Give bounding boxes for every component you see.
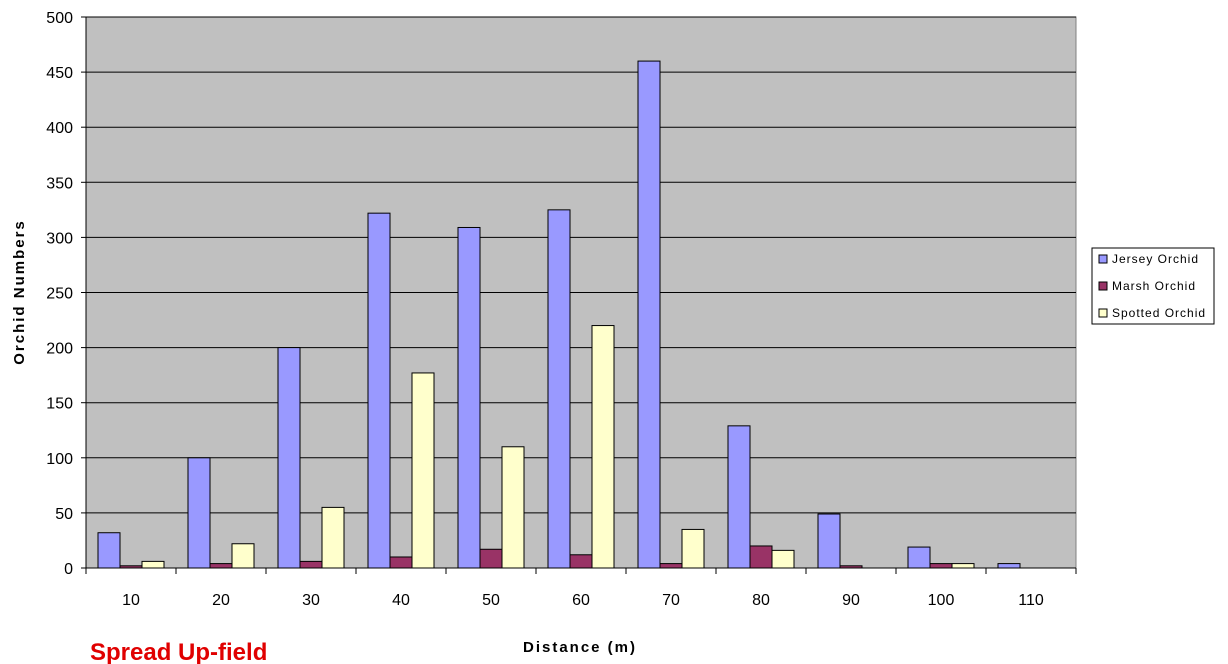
x-tick-label: 50: [482, 592, 500, 609]
bar-marsh-orchid: [299, 560, 323, 569]
x-tick-label: 30: [302, 592, 320, 609]
x-tick-label: 90: [842, 592, 860, 609]
legend-box: [1091, 247, 1215, 325]
bar-jersey-orchid: [817, 513, 841, 569]
legend-label-marsh: Marsh Orchid: [1112, 279, 1196, 293]
bar-jersey-orchid: [997, 563, 1021, 569]
x-tick-label: 110: [1018, 592, 1044, 609]
y-tick-label: 50: [55, 506, 73, 523]
bar-marsh-orchid: [929, 563, 953, 569]
bar-jersey-orchid: [457, 226, 481, 569]
x-tick-label: 60: [572, 592, 590, 609]
axes: [81, 16, 1077, 574]
bar-marsh-orchid: [389, 556, 413, 569]
y-tick-label: 350: [46, 175, 73, 192]
x-tick-label: 100: [928, 592, 955, 609]
bar-marsh-orchid: [479, 548, 503, 569]
bar-marsh-orchid: [749, 545, 773, 569]
bar-marsh-orchid: [569, 554, 593, 569]
legend-label-spotted: Spotted Orchid: [1112, 306, 1206, 320]
x-axis-title: Distance (m): [523, 639, 637, 656]
bar-spotted-orchid: [591, 325, 615, 569]
bar-spotted-orchid: [771, 549, 795, 569]
bar-jersey-orchid: [907, 546, 931, 569]
y-tick-label: 250: [46, 286, 73, 303]
bar-spotted-orchid: [951, 563, 975, 569]
x-tick-label: 40: [392, 592, 410, 609]
x-tick-labels: 10 20 30 40 50 60 70 80 90 100 110: [122, 592, 1044, 609]
bar-jersey-orchid: [367, 212, 391, 569]
bar-spotted-orchid: [501, 446, 525, 569]
x-tick-label: 70: [662, 592, 680, 609]
bar-marsh-orchid: [659, 563, 683, 569]
bar-spotted-orchid: [141, 560, 165, 569]
bar-spotted-orchid: [681, 528, 705, 569]
bar-spotted-orchid: [321, 506, 345, 569]
bar-jersey-orchid: [727, 425, 751, 569]
y-tick-label: 400: [46, 120, 73, 137]
y-tick-label: 450: [46, 65, 73, 82]
y-tick-label: 0: [64, 561, 73, 578]
spread-up-field-annotation: Spread Up-field: [90, 639, 267, 664]
y-tick-label: 500: [46, 10, 73, 27]
bar-jersey-orchid: [187, 457, 211, 569]
y-axis-title: Orchid Numbers: [11, 219, 28, 365]
legend-swatch-jersey: [1098, 254, 1108, 264]
bar-spotted-orchid: [411, 372, 435, 569]
x-tick-label: 10: [122, 592, 140, 609]
legend: Jersey Orchid Marsh Orchid Spotted Orchi…: [1091, 247, 1215, 325]
x-tick-label: 20: [212, 592, 230, 609]
legend-swatch-marsh: [1098, 281, 1108, 291]
x-tick-label: 80: [752, 592, 770, 609]
y-tick-label: 300: [46, 230, 73, 247]
y-tick-labels: 0 50 100 150 200 250 300 350 400 450 500: [46, 10, 73, 578]
legend-swatch-spotted: [1098, 308, 1108, 318]
y-tick-label: 150: [46, 396, 73, 413]
bar-jersey-orchid: [97, 532, 121, 569]
bar-jersey-orchid: [637, 60, 661, 569]
y-tick-label: 100: [46, 451, 73, 468]
bar-marsh-orchid: [209, 563, 233, 569]
bar-jersey-orchid: [547, 209, 571, 569]
gridlines: [86, 16, 1076, 514]
bar-spotted-orchid: [231, 543, 255, 569]
y-tick-label: 200: [46, 341, 73, 358]
bar-jersey-orchid: [277, 347, 301, 569]
legend-label-jersey: Jersey Orchid: [1112, 252, 1199, 266]
